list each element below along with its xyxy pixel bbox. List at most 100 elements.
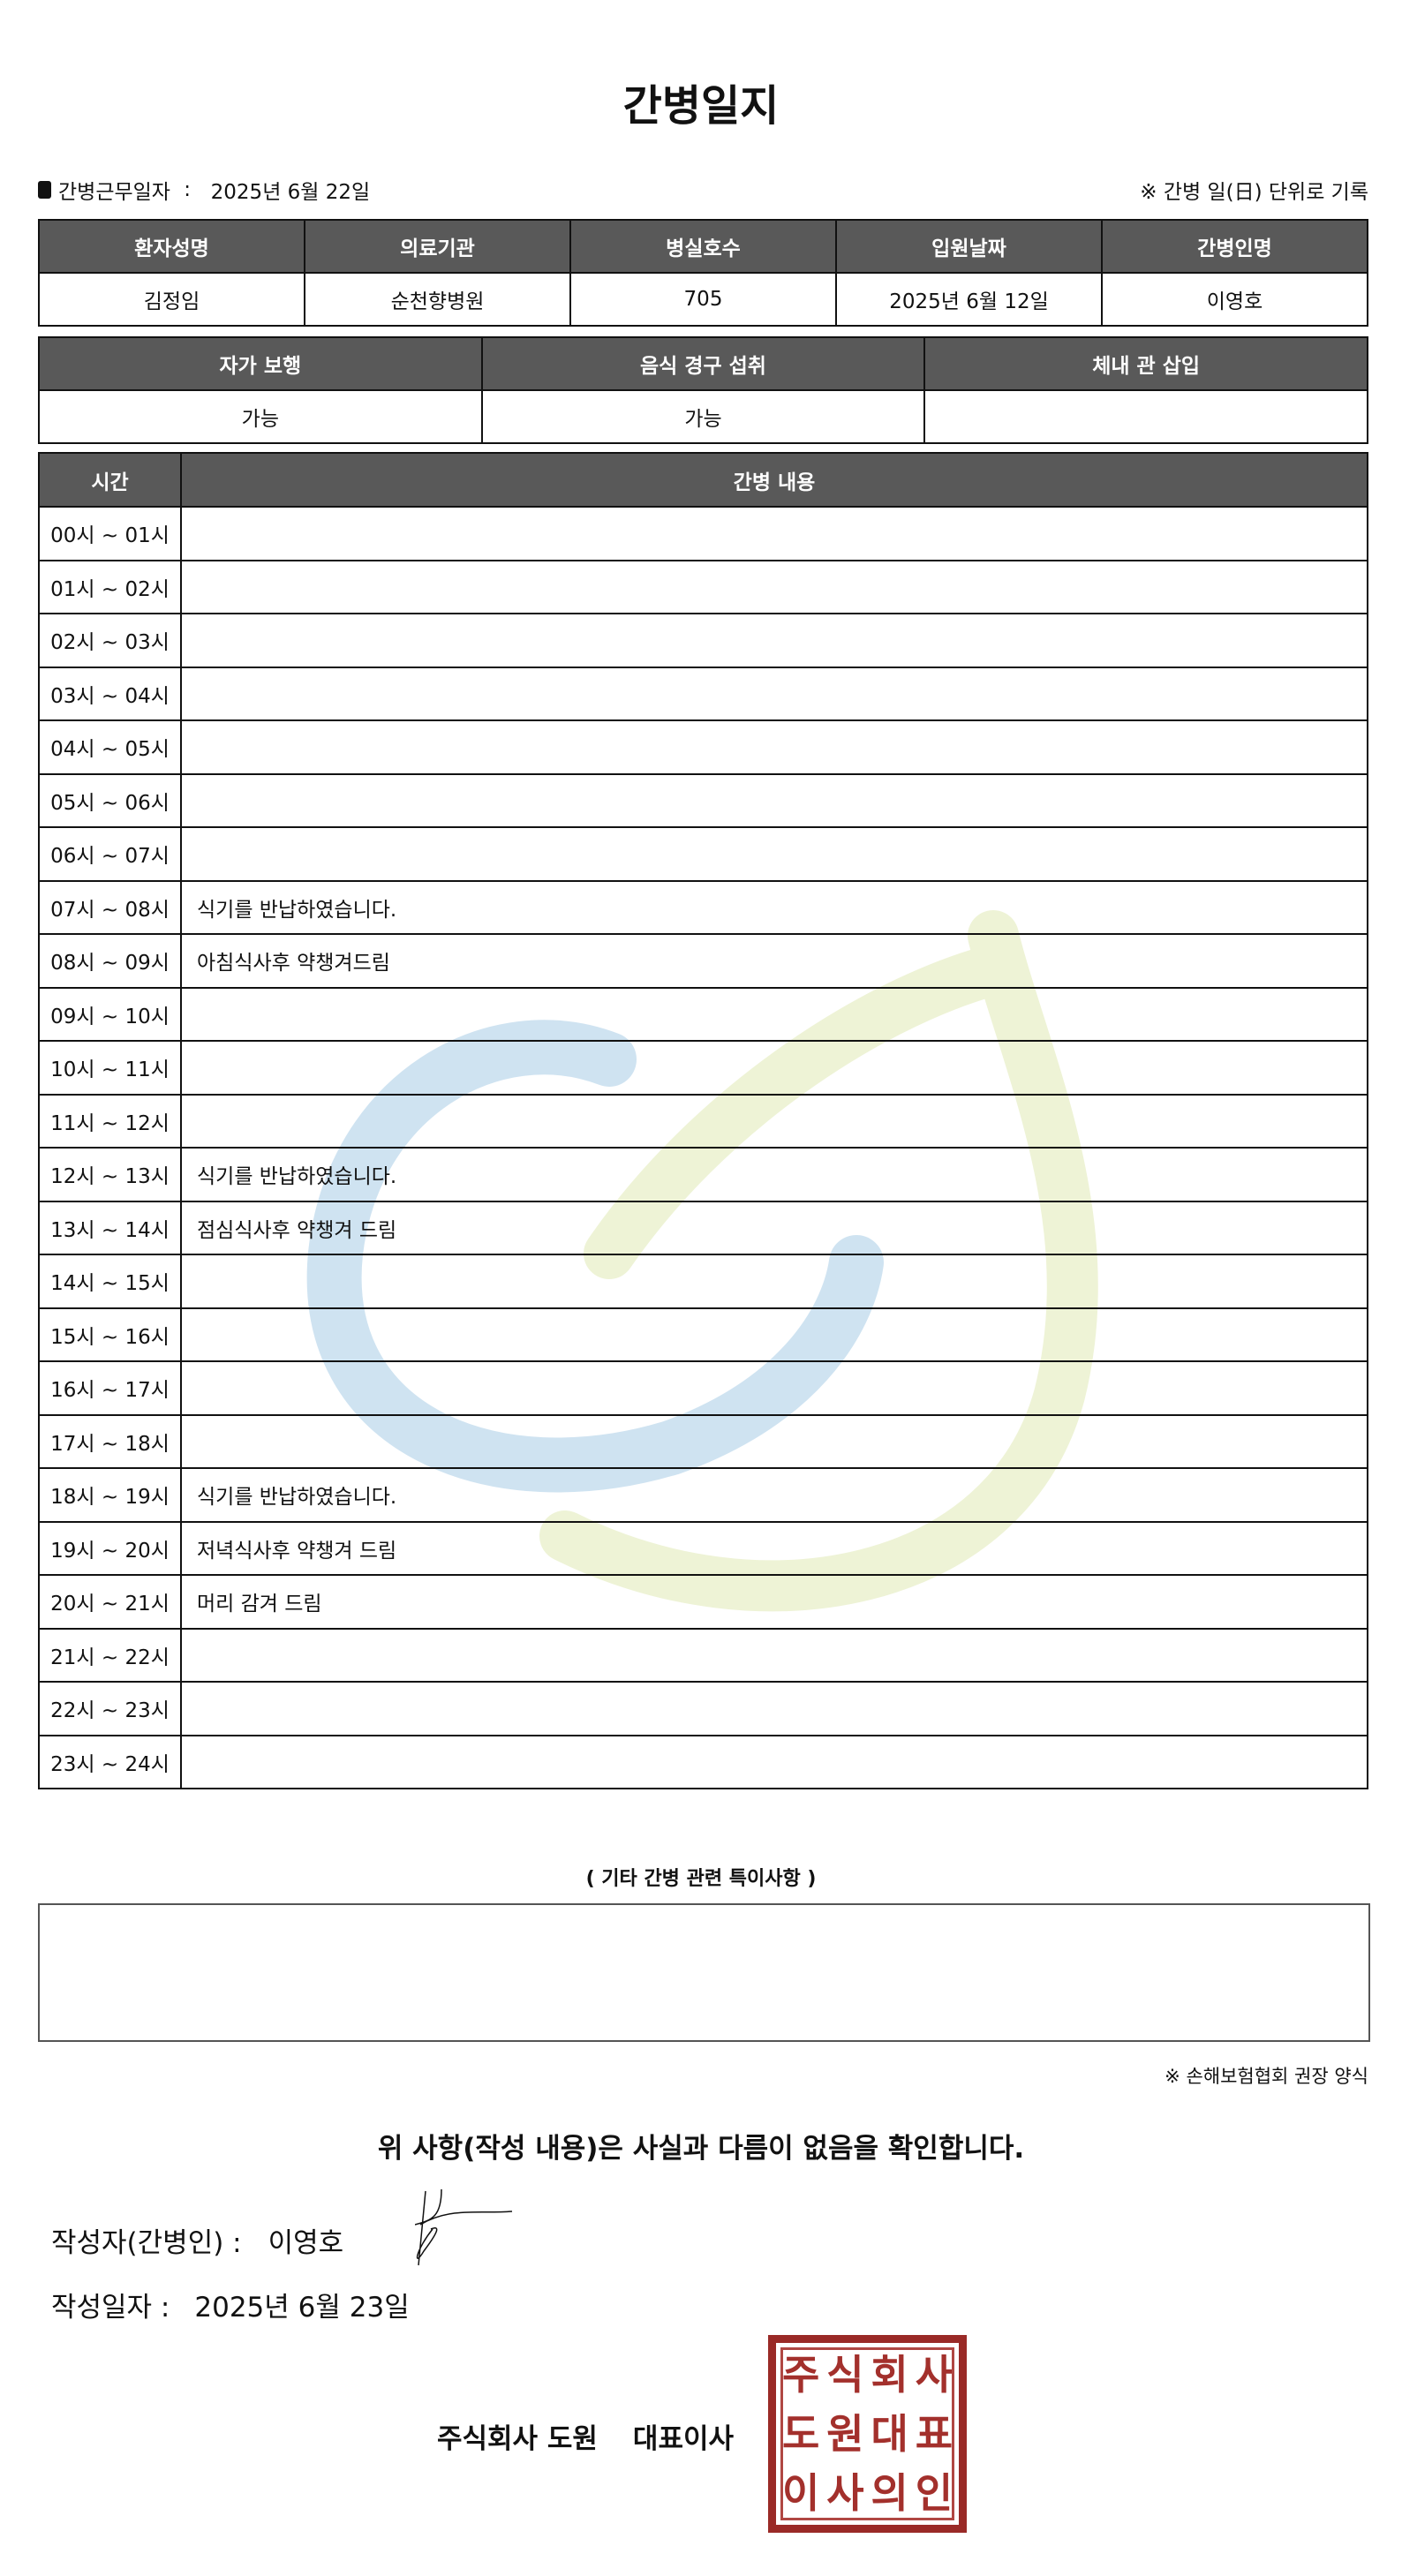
seal-char: 사 — [826, 2468, 864, 2517]
author-label: 작성자(간병인) : — [51, 2227, 242, 2259]
seal-char: 대 — [871, 2409, 908, 2458]
time-cell: 18시 ~ 19시 — [38, 1467, 182, 1523]
content-cell — [180, 613, 1368, 668]
content-cell — [180, 1734, 1368, 1789]
seal-char: 도 — [781, 2409, 820, 2458]
table-row: 04시 ~ 05시 — [38, 719, 1368, 775]
table-row: 02시 ~ 03시 — [38, 613, 1368, 668]
time-cell: 10시 ~ 11시 — [38, 1040, 182, 1096]
time-cell: 17시 ~ 18시 — [38, 1413, 182, 1469]
content-cell — [180, 1627, 1368, 1683]
table-row: 21시 ~ 22시 — [38, 1627, 1368, 1683]
write-date-label: 작성일자 : — [51, 2292, 170, 2324]
write-date-line: 작성일자 : 2025년 6월 23일 — [51, 2285, 410, 2324]
content-cell — [180, 559, 1368, 614]
time-cell: 08시 ~ 09시 — [38, 933, 182, 989]
time-cell: 20시 ~ 21시 — [38, 1574, 182, 1630]
seal-char: 주 — [781, 2351, 820, 2399]
hospital: 순천향병원 — [304, 272, 571, 327]
time-cell: 00시 ~ 01시 — [38, 506, 182, 561]
time-cell: 23시 ~ 24시 — [38, 1734, 182, 1789]
content-cell — [180, 666, 1368, 721]
content-cell — [180, 826, 1368, 882]
table-row: 01시 ~ 02시 — [38, 559, 1368, 614]
content-cell: 식기를 반납하였습니다. — [180, 879, 1368, 935]
table-row: 08시 ~ 09시 아침식사후 약챙겨드림 — [38, 933, 1368, 989]
time-cell: 04시 ~ 05시 — [38, 719, 182, 775]
table-row: 13시 ~ 14시 점심식사후 약챙겨 드림 — [38, 1200, 1368, 1255]
time-cell: 15시 ~ 16시 — [38, 1307, 182, 1362]
time-cell: 03시 ~ 04시 — [38, 666, 182, 721]
confirmation-statement: 위 사항(작성 내용)은 사실과 다름이 없음을 확인합니다. — [377, 2133, 1025, 2165]
content-cell — [180, 1360, 1368, 1416]
unit-note: ※ 간병 일(日) 단위로 기록 — [1140, 181, 1368, 204]
work-date-label: 간병근무일자 — [58, 181, 170, 204]
content-cell — [180, 1307, 1368, 1362]
time-cell: 05시 ~ 06시 — [38, 772, 182, 828]
time-cell: 19시 ~ 20시 — [38, 1520, 182, 1576]
time-cell: 06시 ~ 07시 — [38, 826, 182, 882]
header-content: 간병 내용 — [180, 452, 1368, 508]
content-cell: 식기를 반납하였습니다. — [180, 1147, 1368, 1202]
work-date: 간병근무일자 : 2025년 6월 22일 — [38, 175, 370, 205]
content-cell: 저녁식사후 약챙겨 드림 — [180, 1520, 1368, 1576]
time-cell: 12시 ~ 13시 — [38, 1147, 182, 1202]
header-caregiver: 간병인명 — [1101, 219, 1368, 274]
time-cell: 13시 ~ 14시 — [38, 1200, 182, 1255]
content-cell — [180, 1413, 1368, 1469]
table-row: 10시 ~ 11시 — [38, 1040, 1368, 1096]
write-date: 2025년 6월 23일 — [194, 2292, 410, 2324]
tube-value — [923, 389, 1368, 444]
content-cell — [180, 986, 1368, 1042]
work-date-value: 2025년 6월 22일 — [210, 181, 371, 204]
header-tube: 체내 관 삽입 — [923, 336, 1368, 391]
table-row: 07시 ~ 08시 식기를 반납하였습니다. — [38, 879, 1368, 935]
table-row: 06시 ~ 07시 — [38, 826, 1368, 882]
company-name: 주식회사 도원 — [437, 2423, 598, 2455]
table-row: 16시 ~ 17시 — [38, 1360, 1368, 1416]
time-cell: 21시 ~ 22시 — [38, 1627, 182, 1683]
content-cell — [180, 772, 1368, 828]
table-row: 00시 ~ 01시 — [38, 506, 1368, 561]
time-cell: 09시 ~ 10시 — [38, 986, 182, 1042]
header-room: 병실호수 — [569, 219, 837, 274]
room-number: 705 — [569, 272, 837, 327]
content-cell — [180, 1254, 1368, 1309]
time-cell: 02시 ~ 03시 — [38, 613, 182, 668]
table-row: 03시 ~ 04시 — [38, 666, 1368, 721]
header-patient-name: 환자성명 — [38, 219, 305, 274]
header-walking: 자가 보행 — [38, 336, 483, 391]
seal-char: 사 — [915, 2351, 954, 2399]
seal-char: 인 — [915, 2468, 954, 2517]
content-cell — [180, 1093, 1368, 1149]
seal-char: 원 — [826, 2409, 864, 2458]
table-row: 20시 ~ 21시 머리 감겨 드림 — [38, 1574, 1368, 1630]
table-row: 09시 ~ 10시 — [38, 986, 1368, 1042]
table-row: 23시 ~ 24시 — [38, 1734, 1368, 1789]
page-title: 간병일지 — [622, 81, 780, 131]
remarks-title: ( 기타 간병 관련 특이사항 ) — [585, 1868, 817, 1890]
header-time: 시간 — [38, 452, 182, 508]
author-line: 작성자(간병인) : 이영호 — [51, 2220, 343, 2260]
admission-date: 2025년 6월 12일 — [835, 272, 1103, 327]
time-cell: 14시 ~ 15시 — [38, 1254, 182, 1309]
oral-intake-value: 가능 — [480, 389, 926, 444]
care-log-table: 시간 간병 내용 00시 ~ 01시 01시 ~ 02시 02시 ~ 03시 03시 … — [38, 452, 1368, 1789]
seal-char: 이 — [781, 2468, 820, 2517]
seal-char: 식 — [826, 2351, 864, 2399]
table-row: 22시 ~ 23시 — [38, 1681, 1368, 1736]
table-row: 18시 ~ 19시 식기를 반납하였습니다. — [38, 1467, 1368, 1523]
header-oral-intake: 음식 경구 섭취 — [480, 336, 926, 391]
bullet-icon — [38, 181, 51, 199]
seal-char: 회 — [871, 2351, 908, 2399]
seal-char: 표 — [915, 2409, 954, 2458]
author-name: 이영호 — [268, 2227, 344, 2259]
ceo-label: 대표이사 — [632, 2423, 735, 2455]
insurance-note: ※ 손해보험협회 권장 양식 — [1165, 2066, 1368, 2087]
time-cell: 16시 ~ 17시 — [38, 1360, 182, 1416]
content-cell: 아침식사후 약챙겨드림 — [180, 933, 1368, 989]
table-row: 17시 ~ 18시 — [38, 1413, 1368, 1469]
patient-name: 김정임 — [38, 272, 305, 327]
content-cell — [180, 1681, 1368, 1736]
